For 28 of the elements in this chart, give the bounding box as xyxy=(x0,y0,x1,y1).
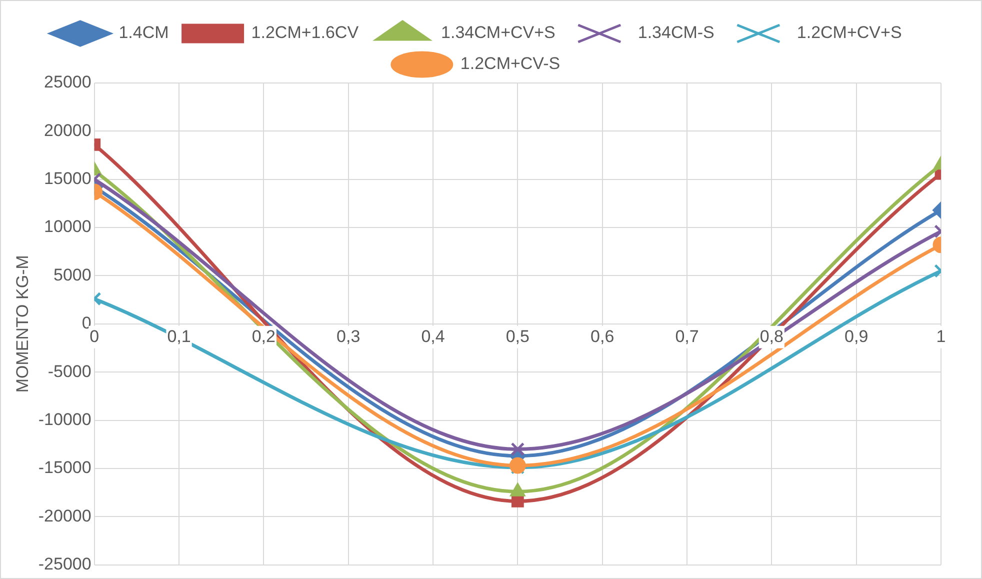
y-tick-label: 20000 xyxy=(44,120,92,140)
x-tick-label: 0,3 xyxy=(336,326,360,346)
x-tick-label: 0,7 xyxy=(675,326,699,346)
legend-label: 1.34CM+CV+S xyxy=(441,23,556,42)
legend-label: 1.2CM+1.6CV xyxy=(251,23,360,42)
y-tick-label: -10000 xyxy=(38,410,92,429)
x-tick-label: 0,4 xyxy=(421,326,445,346)
y-tick-label: 5000 xyxy=(54,265,92,284)
y-tick-label: -15000 xyxy=(38,458,92,478)
y-tick-label: -5000 xyxy=(48,362,92,381)
y-tick-label: 10000 xyxy=(44,217,92,236)
y-tick-label: 25000 xyxy=(44,72,92,92)
x-tick-label: 0,6 xyxy=(590,326,614,346)
x-tick-label: 0,8 xyxy=(760,326,784,346)
y-tick-label: 15000 xyxy=(44,169,92,188)
legend-label: 1.4CM xyxy=(118,23,169,42)
x-tick-label: 1 xyxy=(936,326,946,346)
y-tick-label: -20000 xyxy=(38,506,92,526)
legend-label: 1.2CM+CV-S xyxy=(460,54,560,74)
x-tick-label: 0,9 xyxy=(844,326,868,346)
x-tick-label: 0,5 xyxy=(506,326,530,346)
y-tick-label: 0 xyxy=(82,314,92,333)
legend-label: 1.2CM+CV+S xyxy=(796,23,902,42)
x-tick-label: 0,1 xyxy=(167,326,191,346)
legend-label: 1.34CM-S xyxy=(638,23,714,42)
y-axis-title: MOMENTO KG-M xyxy=(12,255,32,393)
y-tick-label: -25000 xyxy=(38,554,92,574)
x-tick-label: 0,2 xyxy=(252,326,276,346)
